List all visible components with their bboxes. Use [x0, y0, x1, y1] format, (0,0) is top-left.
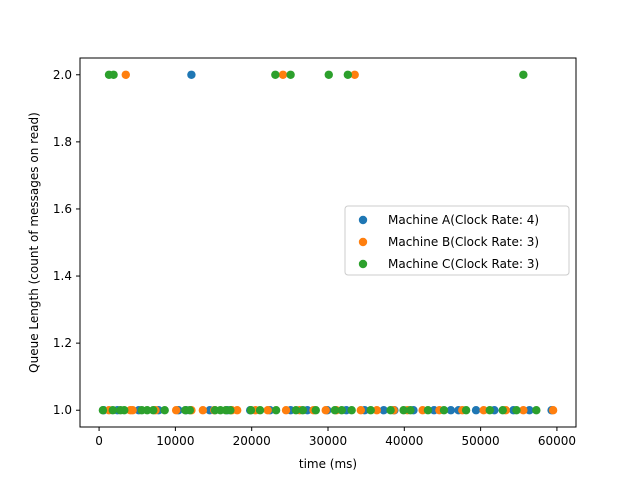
data-point	[350, 70, 359, 79]
data-point	[120, 406, 129, 415]
y-tick-label: 2.0	[53, 68, 72, 82]
x-axis-ticks: 0 10000 20000 30000 40000 50000 60000	[95, 427, 576, 448]
data-point	[98, 406, 108, 415]
legend-items: Machine A(Clock Rate: 4) Machine B(Clock …	[358, 213, 539, 271]
data-point	[366, 406, 375, 415]
data-point	[324, 70, 333, 79]
legend-label: Machine A(Clock Rate: 4)	[388, 213, 539, 227]
data-point	[439, 406, 449, 415]
data-point	[471, 406, 481, 415]
legend-marker	[358, 237, 368, 247]
x-tick-label: 40000	[385, 434, 423, 448]
data-point	[479, 406, 488, 415]
legend-box	[344, 205, 570, 276]
x-tick-label: 0	[95, 434, 103, 448]
data-point	[121, 70, 130, 79]
data-point	[321, 406, 330, 415]
legend-marker	[358, 215, 368, 225]
x-tick-label: 30000	[309, 434, 347, 448]
y-tick-label: 1.4	[53, 269, 72, 283]
data-point	[512, 406, 521, 415]
data-point	[255, 406, 265, 415]
data-point	[519, 406, 528, 415]
data-point	[286, 70, 295, 79]
data-point	[485, 406, 494, 415]
y-tick-label: 1.8	[53, 135, 72, 149]
data-point	[525, 406, 534, 415]
data-point	[198, 406, 208, 415]
data-point	[263, 406, 272, 415]
points-layer	[98, 70, 558, 415]
data-point	[372, 406, 382, 415]
data-point	[423, 406, 433, 415]
data-point	[128, 406, 137, 415]
data-point	[379, 406, 388, 415]
data-point	[532, 406, 541, 415]
data-point	[347, 406, 356, 415]
y-tick-label: 1.2	[53, 336, 72, 350]
data-point	[311, 406, 320, 415]
y-tick-label: 1.0	[53, 403, 72, 417]
data-point	[271, 406, 281, 415]
data-point	[386, 406, 395, 415]
x-axis-label: time (ms)	[299, 457, 357, 471]
y-axis-label: Queue Length (count of messages on read)	[27, 112, 41, 373]
data-point	[109, 70, 118, 79]
x-tick-label: 20000	[233, 434, 271, 448]
data-point	[246, 406, 256, 415]
x-tick-label: 50000	[462, 434, 500, 448]
y-tick-label: 1.6	[53, 202, 72, 216]
data-point	[149, 406, 158, 415]
data-point	[108, 406, 118, 415]
data-point	[446, 406, 456, 415]
data-point	[160, 406, 169, 415]
data-point	[278, 70, 288, 79]
series-3	[98, 70, 541, 415]
data-point	[498, 406, 507, 415]
legend-label: Machine C(Clock Rate: 3)	[388, 257, 539, 271]
data-point	[399, 406, 408, 415]
data-point	[461, 406, 471, 415]
data-point	[406, 406, 415, 415]
data-point	[185, 406, 195, 415]
data-point	[337, 406, 346, 415]
data-point	[356, 406, 366, 415]
data-point	[291, 406, 301, 415]
legend: Machine A(Clock Rate: 4) Machine B(Clock …	[344, 205, 570, 276]
data-point	[519, 70, 528, 79]
y-axis-ticks: 1.0 1.2 1.4 1.6 1.8 2.0	[53, 68, 80, 417]
data-point	[548, 406, 558, 415]
data-point	[226, 406, 235, 415]
x-tick-label: 10000	[156, 434, 194, 448]
data-point	[298, 406, 308, 415]
x-tick-label: 60000	[538, 434, 576, 448]
data-point	[271, 70, 280, 79]
data-point	[343, 70, 353, 79]
data-point	[330, 406, 340, 415]
data-point	[281, 406, 291, 415]
legend-label: Machine B(Clock Rate: 3)	[388, 235, 539, 249]
data-point	[142, 406, 152, 415]
legend-marker	[358, 259, 368, 269]
data-point	[171, 406, 181, 415]
data-point	[187, 70, 196, 79]
data-point	[232, 406, 242, 415]
